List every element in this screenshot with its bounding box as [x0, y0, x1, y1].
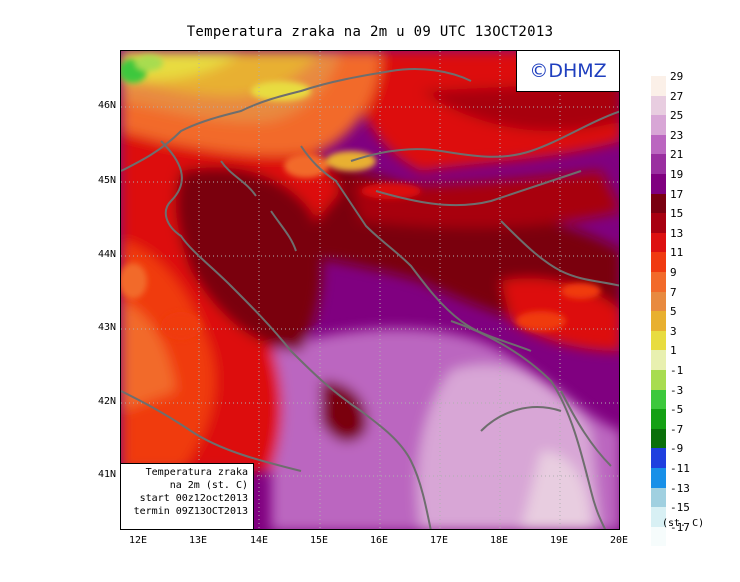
legend-label: -7 — [670, 422, 684, 436]
legend-swatch — [651, 487, 666, 508]
legend-label: -11 — [670, 462, 690, 475]
legend-swatch — [651, 115, 666, 135]
legend-label: 3 — [670, 324, 677, 338]
legend-swatch — [651, 389, 666, 410]
legend-unit: (st. C) — [662, 518, 705, 529]
lon-label-20e: 20E — [609, 535, 629, 546]
lon-label-16e: 16E — [369, 535, 389, 546]
legend-label: -5 — [670, 403, 684, 417]
lat-label-42n: 42N — [97, 396, 116, 407]
legend-swatch — [651, 526, 666, 547]
legend-label: 9 — [670, 266, 677, 279]
legend-label: 17 — [670, 187, 684, 201]
legend-label: -15 — [670, 501, 690, 515]
lat-label-44n: 44N — [97, 249, 116, 260]
lon-label-13e: 13E — [188, 535, 208, 546]
map-canvas — [121, 51, 619, 529]
legend-label: 29 — [670, 70, 684, 83]
info-line-unit: na 2m (st. C) — [169, 480, 248, 491]
info-line-variable: Temperatura zraka — [145, 467, 248, 478]
lat-label-41n: 41N — [97, 469, 116, 480]
temperature-map — [120, 50, 620, 530]
legend-swatch — [651, 76, 666, 96]
legend-swatch — [651, 134, 666, 155]
legend-swatch — [651, 311, 666, 331]
lat-label-46n: 46N — [97, 100, 116, 111]
legend-label: 25 — [670, 109, 684, 123]
temperature-detail — [121, 55, 601, 340]
info-line-start: start 00z12oct2013 — [139, 493, 248, 504]
legend-swatch — [651, 468, 666, 488]
legend-swatch — [651, 95, 666, 116]
legend-swatch — [651, 174, 666, 194]
legend-swatch — [651, 252, 666, 272]
legend-swatch — [651, 448, 666, 468]
legend-swatch — [651, 232, 666, 253]
lon-label-18e: 18E — [489, 535, 509, 546]
legend-swatch — [651, 507, 666, 527]
temperature-field — [121, 51, 619, 529]
info-line-termin: termin 09Z13OCT2013 — [133, 506, 248, 517]
legend-swatch — [651, 428, 666, 449]
lon-label-12e: 12E — [128, 535, 148, 546]
legend-label: 1 — [670, 344, 677, 358]
legend-swatch — [651, 213, 666, 233]
legend-label: 21 — [670, 148, 684, 162]
legend-label: -13 — [670, 481, 690, 495]
legend-label: 19 — [670, 168, 684, 181]
lat-label-43n: 43N — [97, 322, 116, 333]
legend-swatch — [651, 291, 666, 312]
coastlines-borders — [121, 68, 619, 529]
legend-swatch — [651, 154, 666, 174]
legend-label: -17 — [670, 520, 690, 534]
lon-label-19e: 19E — [549, 535, 569, 546]
dhmz-logo: ©DHMZ — [516, 50, 620, 92]
legend-label: 5 — [670, 305, 677, 319]
legend-swatch — [651, 370, 666, 390]
legend-label: 13 — [670, 226, 684, 240]
legend-swatch — [651, 193, 666, 214]
legend-label: -1 — [670, 364, 684, 377]
legend-swatch — [651, 409, 666, 429]
map-title: Temperatura zraka na 2m u 09 UTC 13OCT20… — [186, 24, 554, 40]
legend-label: -3 — [670, 383, 684, 397]
legend-label: 15 — [670, 207, 684, 221]
legend-label: 23 — [670, 128, 684, 142]
info-box: Temperatura zraka na 2m (st. C) start 00… — [120, 463, 254, 530]
lon-label-14e: 14E — [249, 535, 269, 546]
legend-swatch — [651, 330, 666, 351]
legend-label: -9 — [670, 442, 684, 456]
legend-label: 7 — [670, 285, 677, 299]
lat-label-45n: 45N — [97, 175, 116, 186]
legend-swatch — [651, 272, 666, 292]
legend-label: 11 — [670, 246, 684, 260]
legend-label: 27 — [670, 89, 684, 103]
lon-label-17e: 17E — [429, 535, 449, 546]
lon-label-15e: 15E — [309, 535, 329, 546]
legend-swatch — [651, 350, 666, 370]
